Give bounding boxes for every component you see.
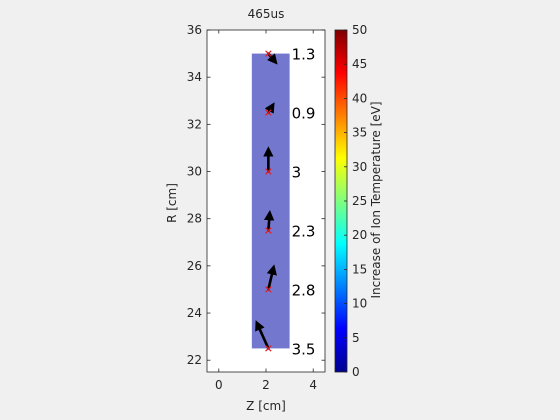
y-tick-label: 34 xyxy=(187,70,202,84)
colorbar-tick-label: 40 xyxy=(352,91,367,105)
colorbar-tick-label: 50 xyxy=(352,23,367,37)
colorbar-tick-label: 5 xyxy=(352,331,360,345)
x-tick-label: 2 xyxy=(262,378,270,392)
x-axis-title: Z [cm] xyxy=(246,399,286,413)
point-marker xyxy=(265,50,272,57)
colorbar-tick-label: 0 xyxy=(352,365,360,379)
y-ticks: 22 24 26 28 30 32 34 36 xyxy=(187,23,325,367)
y-tick-label: 28 xyxy=(187,212,202,226)
point-marker xyxy=(265,168,272,175)
data-label: 3 xyxy=(292,164,302,182)
y-tick-label: 22 xyxy=(187,353,202,367)
data-label: 0.9 xyxy=(292,105,316,123)
y-axis-title: R [cm] xyxy=(165,183,179,223)
x-tick-label: 0 xyxy=(215,378,223,392)
colorbar-title: Increase of Ion Temperature [eV] xyxy=(369,101,383,298)
data-label: 3.5 xyxy=(292,340,316,358)
colorbar-tick-label: 20 xyxy=(352,228,367,242)
colorbar-tick-label: 30 xyxy=(352,160,367,174)
data-label: 2.8 xyxy=(292,281,316,299)
colorbar-tick-label: 35 xyxy=(352,126,367,140)
y-tick-label: 30 xyxy=(187,165,202,179)
data-label: 1.3 xyxy=(292,46,316,64)
colorbar-tick-label: 10 xyxy=(352,297,367,311)
vector-arrow xyxy=(255,320,270,350)
x-tick-label: 4 xyxy=(309,378,317,392)
data-label: 2.3 xyxy=(292,222,316,240)
point-marker xyxy=(265,227,272,234)
x-ticks: 0 2 4 xyxy=(215,30,317,392)
vector-arrow xyxy=(266,264,277,291)
y-tick-label: 32 xyxy=(187,117,202,131)
point-marker xyxy=(265,345,272,352)
shaded-region xyxy=(251,53,290,349)
colorbar-tick-label: 45 xyxy=(352,57,367,71)
y-tick-label: 24 xyxy=(187,306,202,320)
vector-arrow xyxy=(263,209,275,232)
colorbar-tick-label: 25 xyxy=(352,194,367,208)
point-marker xyxy=(265,109,272,116)
y-tick-label: 36 xyxy=(187,23,202,37)
colorbar-tick-label: 15 xyxy=(352,262,367,276)
marks-layer: 1.3 0.9 3 2.3 2.8 3.5 xyxy=(255,46,316,358)
point-marker xyxy=(265,286,272,293)
y-tick-label: 26 xyxy=(187,259,202,273)
colorbar-ticks: 0 5 10 15 20 25 30 35 40 45 50 xyxy=(344,23,367,379)
region-layer xyxy=(251,53,290,349)
colorbar: 0 5 10 15 20 25 30 35 40 45 50 Increase of Ion Tem… xyxy=(334,23,383,379)
chart-title: 465us xyxy=(248,7,285,21)
